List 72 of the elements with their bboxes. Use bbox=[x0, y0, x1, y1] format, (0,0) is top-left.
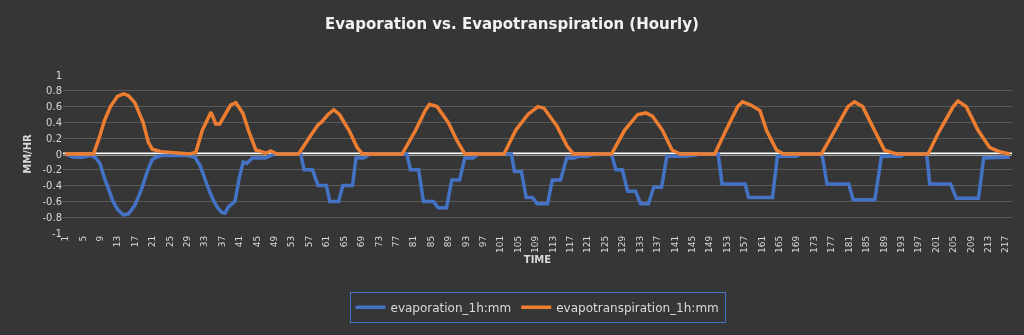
x-tick-label: 53 bbox=[286, 235, 297, 248]
x-tick-label: 169 bbox=[791, 235, 802, 253]
x-tick-label: 85 bbox=[425, 235, 436, 248]
x-tick-label: 141 bbox=[669, 235, 680, 253]
x-tick-label: 57 bbox=[303, 235, 314, 248]
x-tick-label: 149 bbox=[704, 235, 715, 253]
y-tick-label: 0.8 bbox=[46, 85, 62, 97]
x-tick-label: 161 bbox=[756, 235, 767, 253]
x-tick-label: 213 bbox=[982, 235, 993, 253]
x-tick-label: 185 bbox=[861, 235, 872, 253]
chart-title: Evaporation vs. Evapotranspiration (Hourly) bbox=[325, 14, 699, 33]
x-tick-label: 113 bbox=[547, 235, 558, 253]
x-tick-label: 153 bbox=[721, 235, 732, 253]
y-tick-label: -1 bbox=[52, 227, 62, 239]
x-tick-label: 33 bbox=[199, 235, 210, 248]
x-tick-label: 29 bbox=[182, 235, 192, 248]
x-tick-label: 61 bbox=[321, 235, 332, 248]
x-tick-label: 181 bbox=[843, 235, 854, 253]
y-tick-label: 0.2 bbox=[46, 132, 62, 144]
legend-label: evaporation_1h:mm bbox=[390, 300, 512, 315]
x-tick-label: 45 bbox=[251, 235, 262, 248]
y-axis-title: MM/HR bbox=[22, 133, 34, 174]
x-tick-label: 189 bbox=[878, 235, 889, 253]
x-tick-label: 1 bbox=[60, 235, 71, 242]
x-tick-label: 209 bbox=[965, 235, 976, 253]
y-tick-label: 0.4 bbox=[46, 116, 62, 128]
x-tick-label: 217 bbox=[1000, 235, 1011, 253]
y-tick-label: 1 bbox=[55, 69, 62, 81]
x-tick-label: 13 bbox=[112, 235, 123, 248]
x-tick-label: 105 bbox=[512, 235, 523, 253]
x-tick-label: 121 bbox=[582, 235, 593, 253]
y-tick-label: -0.2 bbox=[42, 164, 62, 176]
x-tick-label: 145 bbox=[686, 235, 697, 253]
x-tick-label: 5 bbox=[77, 235, 88, 242]
x-tick-label: 101 bbox=[495, 235, 506, 253]
x-tick-label: 17 bbox=[129, 235, 140, 248]
x-tick-label: 133 bbox=[634, 235, 645, 253]
x-tick-label: 129 bbox=[617, 235, 628, 253]
x-tick-label: 65 bbox=[338, 235, 349, 248]
x-tick-label: 37 bbox=[216, 235, 227, 248]
x-tick-label: 125 bbox=[599, 235, 610, 253]
x-tick-label: 81 bbox=[408, 235, 419, 248]
x-tick-label: 173 bbox=[808, 235, 819, 253]
x-tick-label: 69 bbox=[356, 235, 367, 248]
y-tick-label: -0.8 bbox=[42, 211, 62, 223]
x-tick-label: 97 bbox=[478, 235, 488, 248]
y-tick-label: -0.4 bbox=[42, 180, 62, 192]
x-tick-label: 109 bbox=[530, 235, 541, 253]
x-tick-label: 25 bbox=[164, 235, 175, 248]
x-tick-label: 77 bbox=[390, 235, 401, 248]
x-tick-label: 93 bbox=[460, 235, 471, 248]
x-tick-label: 165 bbox=[774, 235, 785, 253]
line-series bbox=[63, 92, 1012, 156]
x-axis-title: TIME bbox=[523, 254, 552, 266]
x-tick-label: 205 bbox=[948, 235, 959, 253]
x-tick-label: 137 bbox=[652, 235, 663, 253]
x-tick-label: 73 bbox=[373, 235, 384, 248]
x-tick-label: 9 bbox=[94, 235, 105, 242]
y-tick-label: 0.6 bbox=[46, 101, 62, 113]
x-tick-label: 89 bbox=[443, 235, 454, 248]
legend-label: evapotranspiration_1h:mm bbox=[556, 300, 719, 315]
x-tick-label: 193 bbox=[895, 235, 906, 253]
y-tick-label: 0 bbox=[55, 148, 62, 160]
x-tick-label: 49 bbox=[269, 235, 280, 248]
x-tick-label: 197 bbox=[913, 235, 924, 253]
x-tick-label: 201 bbox=[930, 235, 941, 253]
x-tick-label: 41 bbox=[234, 235, 245, 248]
x-tick-label: 117 bbox=[565, 235, 576, 253]
x-tick-label: 177 bbox=[826, 235, 837, 253]
x-tick-label: 21 bbox=[147, 235, 158, 248]
y-tick-label: -0.6 bbox=[42, 195, 62, 207]
x-tick-label: 157 bbox=[739, 235, 750, 253]
